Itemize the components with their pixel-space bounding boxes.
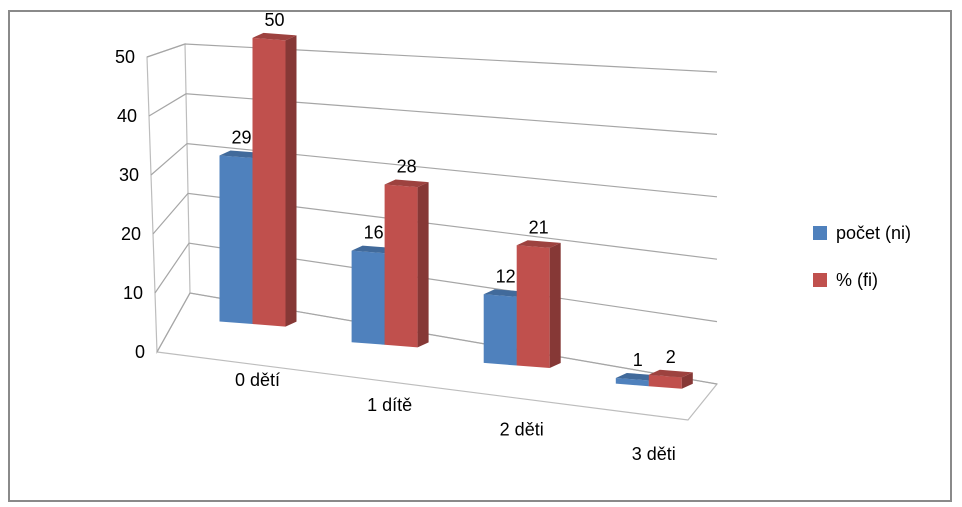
legend-label: počet (ni) <box>836 223 911 243</box>
data-label: 16 <box>364 223 384 243</box>
data-label: 2 <box>666 347 676 367</box>
x-axis-categories: 0 dětí 1 dítě 2 děti 3 děti <box>235 370 676 464</box>
gridline <box>150 142 718 198</box>
data-label: 1 <box>633 350 643 370</box>
category-label: 1 dítě <box>367 395 412 415</box>
legend-label: % (fi) <box>836 270 878 290</box>
bar-front <box>351 250 385 345</box>
bar-front <box>384 184 418 348</box>
bar <box>252 32 297 327</box>
legend: počet (ni) % (fi) <box>813 223 911 290</box>
bar-front <box>219 155 253 325</box>
bar-front <box>516 245 550 369</box>
category-label: 3 děti <box>632 444 676 464</box>
legend-swatch <box>813 273 827 287</box>
bar-side <box>285 35 297 327</box>
y-axis-ticks: 0 10 20 30 40 50 <box>115 47 145 362</box>
gridlines <box>146 43 718 385</box>
data-label: 29 <box>231 127 251 147</box>
bars <box>219 32 693 389</box>
bar <box>516 240 561 369</box>
bar-side <box>681 372 693 389</box>
data-label: 50 <box>264 10 284 30</box>
y-tick-label: 20 <box>121 224 141 244</box>
chart-frame <box>8 10 952 502</box>
bar-front <box>615 377 649 387</box>
category-label: 2 děti <box>500 419 544 439</box>
bar-front <box>252 37 286 327</box>
y-tick-label: 10 <box>123 283 143 303</box>
y-tick-label: 50 <box>115 47 135 67</box>
gridline <box>152 192 718 260</box>
gridline <box>146 43 718 73</box>
data-label: 12 <box>496 266 516 286</box>
bar-side <box>417 182 429 348</box>
data-label: 21 <box>529 217 549 237</box>
bar-front <box>648 374 682 389</box>
bar-top <box>384 179 429 188</box>
legend-swatch <box>813 226 827 240</box>
y-tick-label: 40 <box>117 106 137 126</box>
bar <box>648 369 693 389</box>
bar-side <box>549 242 561 369</box>
gridline <box>148 93 718 135</box>
bar <box>384 179 429 348</box>
bar-front <box>483 294 517 366</box>
data-label: 28 <box>397 157 417 177</box>
bar-top <box>516 240 561 248</box>
bar-top <box>252 32 297 41</box>
y-tick-label: 0 <box>135 342 145 362</box>
y-tick-label: 30 <box>119 165 139 185</box>
bar-top <box>648 369 693 378</box>
category-label: 0 dětí <box>235 370 280 390</box>
